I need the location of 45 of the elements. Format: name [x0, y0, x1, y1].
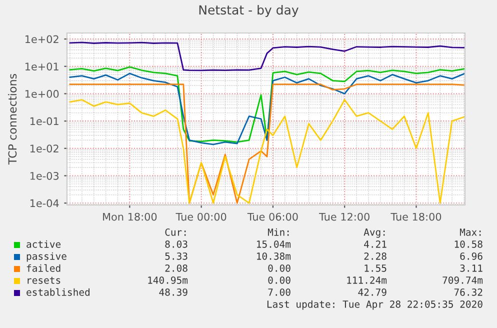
- text: 8.03: [165, 240, 188, 248]
- text: 111.24m: [347, 276, 387, 284]
- text: Max:: [460, 228, 481, 236]
- x-tick-label: Tue 06:00: [247, 212, 298, 221]
- text: 1.55: [364, 264, 386, 272]
- text: 42.79: [358, 288, 386, 296]
- x-tick-label: Mon 18:00: [103, 212, 157, 221]
- legend-label: active: [26, 240, 61, 248]
- text: 2.28: [364, 252, 386, 260]
- text: 15.04m: [257, 240, 291, 248]
- text: 10.58: [454, 240, 482, 248]
- text: 5.33: [165, 252, 188, 260]
- text: 48.39: [159, 288, 188, 296]
- text: 0.00: [268, 264, 290, 272]
- y-tick-label: 1e-04: [30, 199, 59, 208]
- y-tick-label: 1e-02: [30, 144, 58, 152]
- legend-label: failed: [26, 264, 60, 272]
- text: 709.74m: [442, 276, 483, 284]
- x-tick-label: Tue 12:00: [319, 212, 370, 221]
- x-tick-label: Tue 18:00: [390, 212, 442, 221]
- text: 7.00: [268, 288, 290, 296]
- line-series: [69, 42, 465, 72]
- text: 3.11: [460, 264, 482, 272]
- text: 0.00: [268, 276, 290, 284]
- text: Avg:: [364, 228, 385, 238]
- text: Cur:: [165, 228, 186, 236]
- text: 140.95m: [148, 276, 188, 284]
- y-tick-label: 1e+01: [25, 62, 58, 70]
- legend-label: resets: [28, 276, 60, 284]
- y-tick-label: 1e+00: [25, 90, 59, 98]
- text: 2.08: [165, 264, 188, 272]
- y-tick-label: 1e-01: [30, 117, 58, 126]
- y-tick-label: 1e+02: [25, 35, 58, 44]
- x-tick-label: Tue 00:00: [176, 212, 226, 221]
- text: 10.38m: [257, 252, 291, 260]
- y-tick-label: 1e-03: [30, 172, 59, 180]
- legend-label: passive: [26, 252, 66, 262]
- text: 76.32: [454, 288, 482, 296]
- chart-title: Netstat - by day: [199, 4, 298, 18]
- text: 4.21: [364, 240, 386, 248]
- text: Last update: Tue Apr 28 22:05:35 2020: [267, 300, 482, 310]
- y-axis-title: TCP connections: [8, 74, 17, 165]
- text: Min:: [268, 228, 289, 236]
- text: 6.96: [460, 252, 482, 260]
- legend-label: established: [26, 288, 90, 296]
